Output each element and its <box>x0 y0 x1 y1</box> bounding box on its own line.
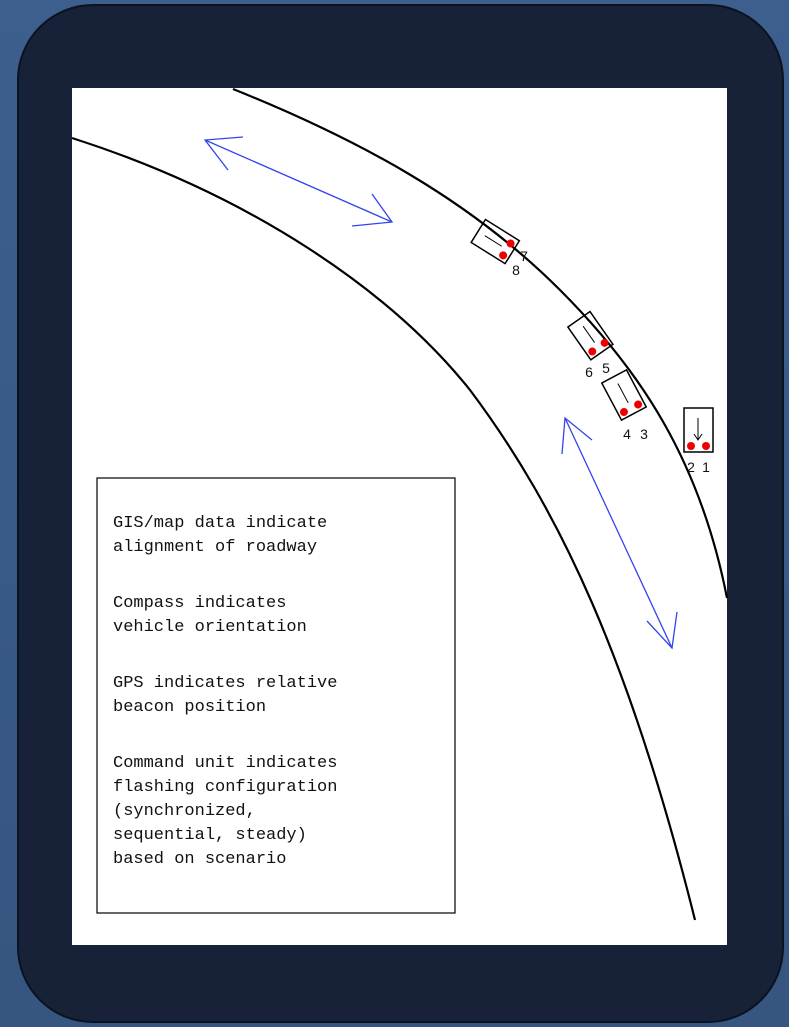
legend-line: sequential, steady) <box>113 826 307 845</box>
road-edge-inner <box>71 136 697 921</box>
road-edge-outer <box>232 87 729 599</box>
legend-text: GIS/map data indicate alignment of roadwa… <box>113 514 337 869</box>
arrow-upper <box>203 136 394 227</box>
legend-line: flashing configuration <box>113 778 337 797</box>
legend-line: Command unit indicates <box>113 754 337 773</box>
beacon-label: 2 <box>687 459 695 475</box>
legend-line: based on scenario <box>113 850 286 869</box>
beacon-label: 8 <box>512 262 520 278</box>
beacon-label: 3 <box>640 426 648 442</box>
legend-line: beacon position <box>113 698 266 717</box>
beacon-label: 4 <box>623 426 631 442</box>
legend-line: (synchronized, <box>113 802 256 821</box>
legend-line: GPS indicates relative <box>113 674 337 693</box>
legend-box <box>96 477 456 914</box>
legend-line: GIS/map data indicate <box>113 514 327 533</box>
vehicle <box>470 218 521 265</box>
beacon-label: 5 <box>602 360 610 376</box>
arrow-lower <box>561 416 678 650</box>
legend-line: vehicle orientation <box>113 618 307 637</box>
vehicle <box>566 310 614 361</box>
beacon-label: 7 <box>520 248 528 264</box>
legend-line: Compass indicates <box>113 594 286 613</box>
beacon-label: 1 <box>702 459 710 475</box>
vehicle <box>600 368 648 422</box>
beacon-label: 6 <box>585 364 593 380</box>
legend-line: alignment of roadway <box>113 538 317 557</box>
vehicle <box>683 407 714 453</box>
